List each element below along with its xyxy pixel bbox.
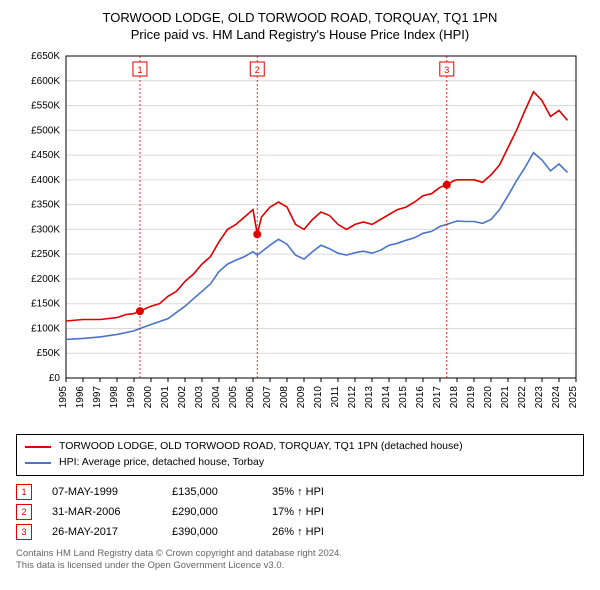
chart-svg: £0 £50K £100K £150K £200K £250K £300K £350K £400… — [16, 48, 580, 428]
footer-line-2: This data is licensed under the Open Gov… — [16, 560, 584, 573]
transaction-date-0: 07-MAY-1999 — [52, 486, 152, 498]
svg-text:£50K: £50K — [37, 348, 61, 359]
svg-text:2011: 2011 — [330, 386, 341, 408]
svg-text:£550K: £550K — [31, 101, 60, 112]
transaction-row-0: 1 07-MAY-1999 £135,000 35% ↑ HPI — [16, 484, 584, 500]
legend-label-0: TORWOOD LODGE, OLD TORWOOD ROAD, TORQUAY… — [59, 439, 463, 455]
svg-text:2012: 2012 — [347, 386, 358, 409]
title-main: TORWOOD LODGE, OLD TORWOOD ROAD, TORQUAY… — [16, 10, 584, 25]
svg-text:2009: 2009 — [296, 386, 307, 409]
svg-text:£100K: £100K — [31, 323, 60, 334]
legend-row-1: HPI: Average price, detached house, Torb… — [25, 455, 575, 471]
svg-text:2004: 2004 — [211, 386, 222, 409]
transaction-delta-0: 35% ↑ HPI — [272, 486, 324, 498]
svg-text:2006: 2006 — [245, 386, 256, 409]
svg-text:1: 1 — [137, 65, 142, 75]
svg-text:2003: 2003 — [194, 386, 205, 409]
svg-text:2020: 2020 — [483, 386, 494, 409]
transaction-delta-1: 17% ↑ HPI — [272, 506, 324, 518]
footer-note: Contains HM Land Registry data © Crown c… — [16, 548, 584, 574]
title-sub: Price paid vs. HM Land Registry's House … — [16, 27, 584, 42]
transaction-num-0: 1 — [16, 484, 32, 500]
legend-swatch-0 — [25, 446, 51, 448]
transaction-date-1: 31-MAR-2006 — [52, 506, 152, 518]
svg-text:£600K: £600K — [31, 76, 60, 87]
svg-text:1996: 1996 — [75, 386, 86, 409]
svg-text:2008: 2008 — [279, 386, 290, 409]
svg-text:£150K: £150K — [31, 299, 60, 310]
svg-text:1997: 1997 — [92, 386, 103, 409]
svg-text:£200K: £200K — [31, 274, 60, 285]
transactions-table: 1 07-MAY-1999 £135,000 35% ↑ HPI 2 31-MA… — [16, 484, 584, 540]
transaction-num-1: 2 — [16, 504, 32, 520]
transaction-price-2: £390,000 — [172, 526, 252, 538]
svg-text:2017: 2017 — [432, 386, 443, 409]
page-root: TORWOOD LODGE, OLD TORWOOD ROAD, TORQUAY… — [0, 0, 600, 590]
legend-swatch-1 — [25, 462, 51, 464]
svg-text:2010: 2010 — [313, 386, 324, 409]
transaction-price-0: £135,000 — [172, 486, 252, 498]
svg-text:£450K: £450K — [31, 150, 60, 161]
transaction-row-1: 2 31-MAR-2006 £290,000 17% ↑ HPI — [16, 504, 584, 520]
svg-text:£250K: £250K — [31, 249, 60, 260]
svg-text:2025: 2025 — [568, 386, 579, 409]
legend-label-1: HPI: Average price, detached house, Torb… — [59, 455, 264, 471]
svg-text:2002: 2002 — [177, 386, 188, 409]
legend-box: TORWOOD LODGE, OLD TORWOOD ROAD, TORQUAY… — [16, 434, 584, 476]
svg-text:2019: 2019 — [466, 386, 477, 409]
svg-text:2024: 2024 — [551, 386, 562, 409]
chart-area: £0 £50K £100K £150K £200K £250K £300K £350K £400… — [16, 48, 580, 428]
svg-text:£350K: £350K — [31, 200, 60, 211]
transaction-num-2: 3 — [16, 524, 32, 540]
svg-text:2007: 2007 — [262, 386, 273, 409]
svg-text:2: 2 — [255, 65, 260, 75]
svg-text:£0: £0 — [49, 373, 61, 384]
svg-text:2014: 2014 — [381, 386, 392, 409]
svg-text:2015: 2015 — [398, 386, 409, 409]
svg-text:2000: 2000 — [143, 386, 154, 409]
svg-text:1995: 1995 — [58, 386, 69, 409]
svg-text:2018: 2018 — [449, 386, 460, 409]
title-block: TORWOOD LODGE, OLD TORWOOD ROAD, TORQUAY… — [16, 10, 584, 42]
svg-text:2013: 2013 — [364, 386, 375, 409]
svg-text:2001: 2001 — [160, 386, 171, 409]
svg-text:1998: 1998 — [109, 386, 120, 409]
svg-text:£400K: £400K — [31, 175, 60, 186]
transaction-price-1: £290,000 — [172, 506, 252, 518]
transaction-delta-2: 26% ↑ HPI — [272, 526, 324, 538]
footer-line-1: Contains HM Land Registry data © Crown c… — [16, 548, 584, 561]
svg-text:£300K: £300K — [31, 224, 60, 235]
legend-row-0: TORWOOD LODGE, OLD TORWOOD ROAD, TORQUAY… — [25, 439, 575, 455]
svg-text:2005: 2005 — [228, 386, 239, 409]
svg-text:2022: 2022 — [517, 386, 528, 409]
svg-text:2016: 2016 — [415, 386, 426, 409]
svg-text:£500K: £500K — [31, 125, 60, 136]
svg-text:2021: 2021 — [500, 386, 511, 409]
transaction-row-2: 3 26-MAY-2017 £390,000 26% ↑ HPI — [16, 524, 584, 540]
transaction-date-2: 26-MAY-2017 — [52, 526, 152, 538]
svg-text:1999: 1999 — [126, 386, 137, 409]
svg-text:3: 3 — [444, 65, 449, 75]
svg-text:£650K: £650K — [31, 51, 60, 62]
svg-text:2023: 2023 — [534, 386, 545, 409]
